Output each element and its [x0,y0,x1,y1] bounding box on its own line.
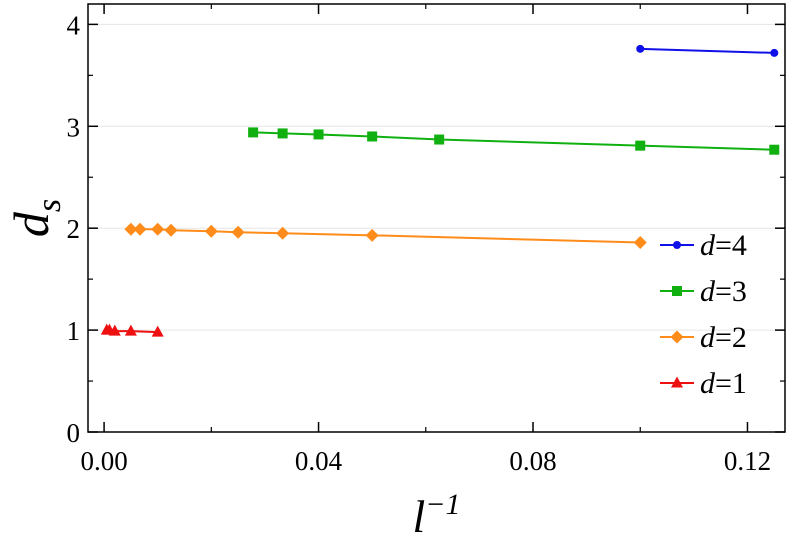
y-axis-label: ds [3,199,68,237]
series-layer [100,44,780,337]
x-axis-label-superscript: −1 [425,488,460,521]
data-point [124,222,138,236]
tick-labels: 0 1 2 3 4 0.00 0.04 0.08 0.12 [67,10,772,476]
data-point [276,226,290,240]
data-point [124,324,137,336]
data-point [434,134,445,145]
data-point [231,225,245,239]
y-axis-label-subscript: s [31,199,68,212]
data-point [108,324,121,336]
data-point [151,222,165,236]
data-point [367,131,378,142]
data-point [133,222,147,236]
legend-marker [671,376,683,388]
data-point [365,228,379,242]
grid-lines [88,23,785,331]
legend-entry: d=3 [660,275,747,308]
data-point [636,44,645,53]
data-point [635,140,646,151]
x-tick-label: 0.00 [80,446,127,476]
legend-marker [672,286,682,296]
legend-entry: d=4 [660,229,747,262]
data-point [248,127,259,138]
legend-entry: d=1 [660,367,747,400]
data-point [313,129,324,140]
data-point [770,48,779,57]
legend: d=4 d=3 d=2 d=1 [660,229,747,400]
x-tick-label: 0.04 [295,446,343,476]
series-line [253,131,775,151]
legend-label: d=3 [700,275,747,308]
legend-label: d=1 [700,367,747,400]
x-tick-label: 0.08 [509,446,556,476]
data-point [151,325,164,337]
series-line [640,47,775,54]
series-d=4 [636,44,779,57]
series-d=2 [124,222,647,249]
series-d=3 [248,127,780,155]
plot-frame [87,3,786,433]
y-tick-label: 3 [67,112,81,142]
x-axis-label-base: l [412,491,425,542]
axis-ticks [88,4,785,433]
data-point [204,224,218,238]
data-point [164,223,178,237]
y-tick-label: 4 [67,10,81,40]
legend-label: d=4 [700,229,747,262]
legend-marker [673,241,681,249]
x-tick-label: 0.12 [724,446,771,476]
legend-label: d=2 [700,321,747,354]
y-tick-label: 0 [67,418,81,448]
x-axis-label: l−1 [412,488,460,542]
series-d=1 [100,323,164,337]
data-point [277,128,288,139]
legend-marker [670,330,684,344]
legend-entry: d=2 [660,321,747,354]
y-axis-label-base: d [3,211,59,237]
data-point [633,235,647,249]
y-tick-label: 2 [67,214,81,244]
data-point [769,144,780,155]
y-tick-label: 1 [67,316,81,346]
